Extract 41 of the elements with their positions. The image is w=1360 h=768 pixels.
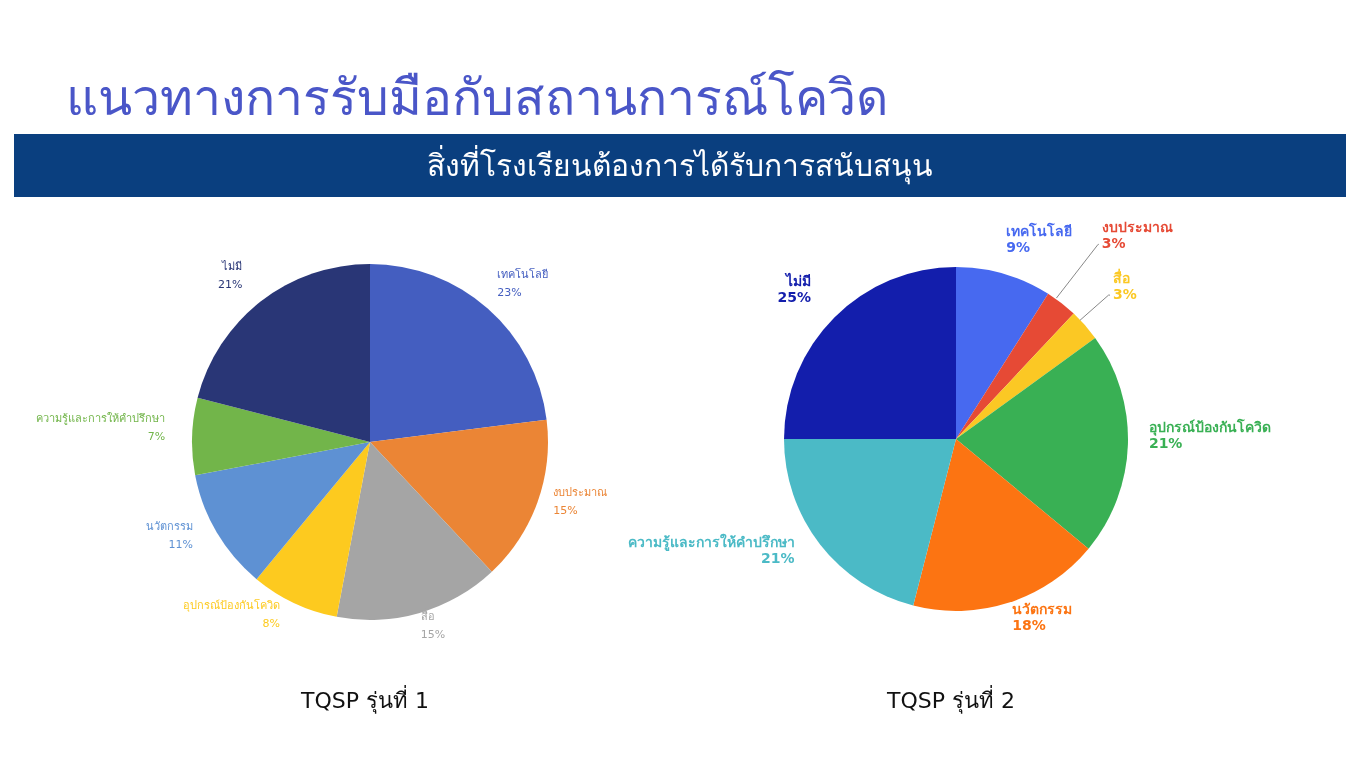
data-label: 15%	[420, 628, 446, 642]
pie-slice	[195, 442, 370, 580]
pie-slice	[336, 442, 492, 620]
slice-label: งบประมาณ	[553, 485, 608, 499]
text: TQSP รุ่นที่ 2	[886, 684, 1016, 716]
slice-label: เทคโนโลยี	[1006, 221, 1073, 239]
text: TQSP รุ่นที่ 1	[300, 684, 430, 716]
pie-slice	[370, 419, 548, 572]
slice-label: อุปกรณ์ป้องกันโควิด	[1148, 418, 1271, 437]
slice-label: เทคโนโลยี	[497, 266, 549, 281]
pie-slice	[956, 337, 1128, 549]
data-label: 7%	[147, 429, 166, 443]
pie-slice	[956, 267, 1049, 439]
slice-label: ความรู้และการให้คำปรึกษา	[627, 533, 795, 552]
slice-label: ไม่มี	[221, 259, 243, 273]
data-label: 25%	[777, 288, 811, 305]
pie-slice	[192, 397, 370, 476]
data-label: 15%	[553, 503, 578, 517]
slice-label: นวัตกรรม	[145, 519, 193, 533]
data-label: 3%	[1113, 286, 1137, 303]
slice-label: อุปกรณ์ป้องกันโควิด	[182, 597, 280, 612]
slice-label: ไม่มี	[783, 271, 811, 289]
pie-slice	[370, 264, 547, 442]
slice-label: นวัตกรรม	[1012, 601, 1073, 618]
slice-label: สื่อ	[1113, 268, 1131, 287]
data-label: 21%	[217, 277, 243, 291]
text: แนวทางการรับมือกับสถานการณ์โควิด	[66, 68, 888, 129]
data-label: 9%	[1006, 238, 1031, 255]
slice-label: ความรู้และการให้คำปรึกษา	[36, 411, 166, 425]
data-label: 3%	[1101, 234, 1126, 251]
slice-label: งบประมาณ	[1101, 218, 1173, 235]
pie-slice	[956, 313, 1096, 439]
data-label: 11%	[168, 537, 193, 551]
text: สิ่งที่โรงเรียนต้องการได้รับการสนับสนุน	[14, 134, 1346, 197]
slice-label: สื่อ	[420, 608, 435, 624]
pie-slice	[956, 293, 1074, 439]
data-label: 8%	[262, 616, 280, 630]
data-label: 18%	[1012, 617, 1046, 634]
data-label: 23%	[497, 285, 522, 299]
data-label: 21%	[1148, 435, 1183, 452]
data-label: 21%	[761, 550, 795, 567]
